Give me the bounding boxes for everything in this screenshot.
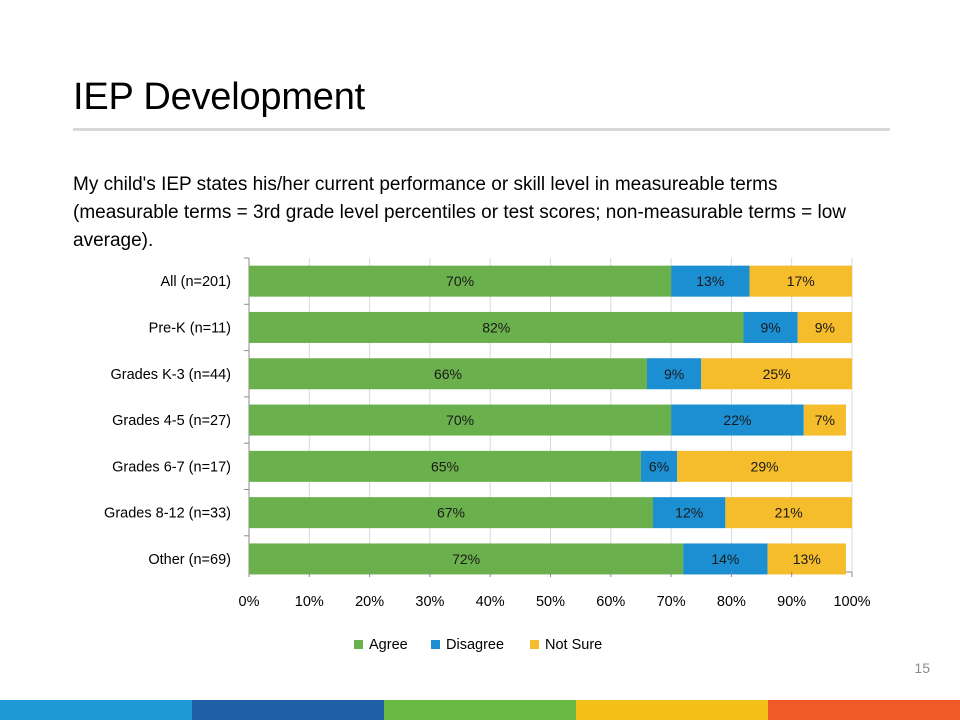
legend-swatch — [530, 640, 539, 649]
bar-segment — [249, 404, 672, 436]
bar-segment — [249, 311, 744, 343]
data-label: 13% — [793, 551, 821, 567]
footer-segment — [0, 700, 192, 720]
category-label: Grades K-3 (n=44) — [111, 367, 232, 383]
bar-segment — [249, 265, 672, 297]
x-tick-label: 100% — [833, 594, 870, 610]
data-label: 7% — [815, 412, 835, 428]
data-label: 72% — [452, 551, 480, 567]
data-label: 66% — [434, 366, 462, 382]
x-tick-label: 0% — [239, 594, 260, 610]
data-label: 29% — [751, 458, 779, 474]
footer-color-band — [0, 700, 960, 720]
data-label: 13% — [696, 273, 724, 289]
bar-segment — [767, 543, 846, 575]
category-label: Grades 6-7 (n=17) — [112, 459, 231, 475]
footer-segment — [576, 700, 768, 720]
data-label: 12% — [675, 505, 703, 521]
data-label: 82% — [482, 319, 510, 335]
footer-segment — [384, 700, 576, 720]
bar-segment — [749, 265, 852, 297]
footer-segment — [192, 700, 384, 720]
category-label: Pre-K (n=11) — [149, 320, 231, 336]
survey-question: My child's IEP states his/her current pe… — [73, 174, 847, 251]
title-divider — [73, 128, 890, 131]
x-tick-label: 50% — [536, 594, 565, 610]
data-label: 65% — [431, 458, 459, 474]
legend-label: Disagree — [446, 637, 504, 653]
category-label: Grades 8-12 (n=33) — [104, 506, 231, 522]
bar-segment — [677, 450, 852, 482]
data-label: 9% — [760, 319, 780, 335]
bar-segment — [803, 404, 846, 436]
bar-segment — [249, 543, 684, 575]
bar-segment — [249, 358, 647, 390]
footer-segment — [768, 700, 960, 720]
data-label: 14% — [711, 551, 739, 567]
data-label: 17% — [787, 273, 815, 289]
bar-segment — [671, 265, 750, 297]
bar-segment — [743, 311, 798, 343]
data-label: 70% — [446, 273, 474, 289]
bar-segment — [249, 450, 641, 482]
category-label: Grades 4-5 (n=27) — [112, 413, 231, 429]
legend-label: Not Sure — [545, 637, 602, 653]
legend-swatch — [354, 640, 363, 649]
bar-segment — [249, 497, 654, 529]
x-tick-label: 10% — [295, 594, 324, 610]
data-label: 21% — [775, 505, 803, 521]
category-label: Other (n=69) — [148, 552, 231, 568]
bar-segment — [640, 450, 678, 482]
legend-swatch — [431, 640, 440, 649]
bar-segment — [725, 497, 852, 529]
data-label: 70% — [446, 412, 474, 428]
bar-segment — [646, 358, 702, 390]
data-label: 6% — [649, 458, 669, 474]
x-tick-label: 60% — [596, 594, 625, 610]
bar-segment — [797, 311, 852, 343]
bar-segment — [671, 404, 804, 436]
x-tick-label: 40% — [476, 594, 505, 610]
data-label: 22% — [723, 412, 751, 428]
stacked-bar-chart: All (n=201) 70% 13% 17% Pre-K (n=11) 82% 9% 9% G… — [104, 257, 871, 653]
x-tick-label: 80% — [717, 594, 746, 610]
x-tick-label: 70% — [657, 594, 686, 610]
slide-title: IEP Development — [73, 76, 366, 118]
x-tick-label: 90% — [777, 594, 806, 610]
category-label: All (n=201) — [160, 274, 231, 290]
x-tick-label: 30% — [415, 594, 444, 610]
bar-segment — [701, 358, 852, 390]
data-label: 9% — [664, 366, 684, 382]
data-label: 25% — [763, 366, 791, 382]
data-label: 9% — [815, 319, 835, 335]
legend-label: Agree — [369, 637, 408, 653]
page-number: 15 — [914, 660, 930, 676]
bar-segment — [683, 543, 768, 575]
x-tick-label: 20% — [355, 594, 384, 610]
bar-segment — [653, 497, 726, 529]
data-label: 67% — [437, 505, 465, 521]
